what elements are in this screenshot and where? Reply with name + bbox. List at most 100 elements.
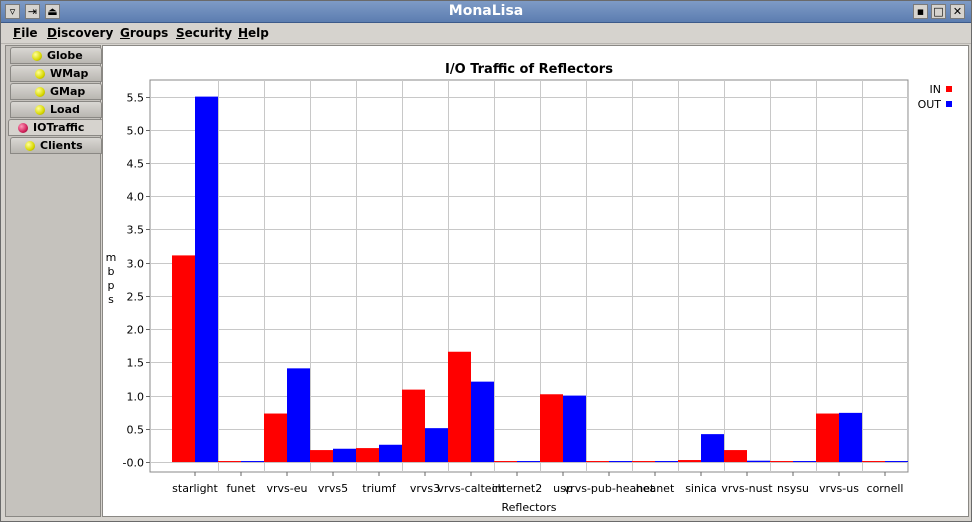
- y-tick-label: 1.0: [127, 391, 145, 404]
- status-icon: [25, 141, 35, 151]
- x-tick-label: vrvs3: [410, 482, 440, 495]
- menu-security[interactable]: Security: [176, 26, 232, 40]
- y-tick-label: -0.0: [123, 457, 144, 470]
- title-bar[interactable]: ▿ ⇥ ⏏ MonaLisa ▪ □ ✕: [1, 1, 971, 23]
- bar-out: [747, 460, 770, 463]
- menu-label: ile: [21, 26, 38, 40]
- status-icon: [35, 69, 45, 79]
- raise-icon[interactable]: ⏏: [45, 4, 60, 19]
- menu-mnemonic: F: [13, 26, 22, 40]
- bar-out: [379, 444, 402, 463]
- bar-in: [770, 461, 793, 463]
- legend-label-out: OUT: [918, 98, 942, 111]
- x-tick-label: vrvs-caltech: [437, 482, 504, 495]
- menu-label: ecurity: [184, 26, 233, 40]
- menu-mnemonic: H: [238, 26, 249, 40]
- bar-in: [356, 448, 379, 463]
- x-axis-label: Reflectors: [502, 501, 557, 514]
- menu-help[interactable]: Help: [238, 26, 269, 40]
- window-menu-icon[interactable]: ▿: [5, 4, 20, 19]
- y-tick-label: 3.5: [127, 224, 145, 237]
- x-tick-label: nsysu: [777, 482, 809, 495]
- sidebar-tab-label: Load: [50, 103, 80, 116]
- shade-icon[interactable]: ⇥: [25, 4, 40, 19]
- x-tick-label: triumf: [362, 482, 397, 495]
- menu-mnemonic: S: [176, 26, 185, 40]
- bar-in: [586, 461, 609, 463]
- x-tick-label: vrvs-us: [819, 482, 859, 495]
- x-tick-label: internet2: [492, 482, 543, 495]
- x-tick-label: funet: [227, 482, 257, 495]
- y-tick-label: 1.5: [127, 357, 145, 370]
- sidebar-tab-label: Clients: [40, 139, 83, 152]
- bar-in: [494, 461, 517, 463]
- bar-in: [678, 460, 701, 463]
- x-tick-label: vrvs5: [318, 482, 348, 495]
- y-tick-label: 5.5: [127, 92, 145, 105]
- y-tick-label: 0.5: [127, 424, 145, 437]
- minimize-icon[interactable]: ▪: [913, 4, 928, 19]
- x-tick-label: vrvs-eu: [267, 482, 308, 495]
- y-tick-label: 5.0: [127, 125, 145, 138]
- x-tick-label: usp: [553, 482, 573, 495]
- sidebar-tab-wmap[interactable]: WMap: [10, 65, 102, 82]
- y-tick-label: 4.0: [127, 191, 145, 204]
- bar-out: [425, 428, 448, 463]
- bar-out: [609, 461, 632, 463]
- close-icon[interactable]: ✕: [950, 4, 965, 19]
- bar-out: [793, 461, 816, 463]
- sidebar-tab-globe[interactable]: Globe: [10, 47, 102, 64]
- bar-out: [333, 448, 356, 463]
- io-traffic-chart: -0.0 0.5 1.0 1.5 2.0 2.5 3.0 3.5 4.0 4.5 5.0 5.5 sta…: [106, 62, 952, 514]
- bar-in: [862, 461, 885, 463]
- bar-out: [701, 434, 724, 463]
- legend-label-in: IN: [930, 83, 941, 96]
- sidebar-tab-label: IOTraffic: [33, 121, 85, 134]
- menu-label: iscovery: [56, 26, 114, 40]
- menu-file[interactable]: File: [13, 26, 38, 40]
- io-traffic-chart-panel: -0.0 0.5 1.0 1.5 2.0 2.5 3.0 3.5 4.0 4.5 5.0 5.5 sta…: [102, 45, 969, 517]
- x-tick-label: vrvs-nust: [721, 482, 773, 495]
- bar-out: [655, 461, 678, 463]
- menu-label: roups: [129, 26, 169, 40]
- bar-in: [724, 450, 747, 463]
- bar-in: [310, 450, 333, 463]
- status-icon: [35, 105, 45, 115]
- bar-in: [264, 413, 287, 463]
- maximize-icon[interactable]: □: [931, 4, 946, 19]
- plot-area: [149, 79, 909, 473]
- window-title: MonaLisa: [448, 3, 524, 19]
- bar-in: [540, 394, 563, 463]
- x-tick-label: vrvs-pub-heanet: [564, 482, 655, 495]
- x-tick-label: sinica: [685, 482, 717, 495]
- bar-out: [471, 381, 494, 463]
- bar-in: [218, 461, 241, 463]
- y-tick-label: 2.0: [127, 324, 145, 337]
- sidebar-tab-clients[interactable]: Clients: [10, 137, 102, 154]
- bar-out: [195, 96, 218, 463]
- menu-mnemonic: G: [120, 26, 130, 40]
- view-sidebar: Globe WMap GMap Load IOTraffic Clients: [5, 45, 104, 517]
- active-status-icon: [18, 123, 28, 133]
- legend-swatch-out: [946, 101, 952, 107]
- bar-out: [885, 461, 908, 463]
- sidebar-tab-load[interactable]: Load: [10, 101, 102, 118]
- menu-discovery[interactable]: Discovery: [47, 26, 113, 40]
- sidebar-tab-iotraffic[interactable]: IOTraffic: [8, 119, 104, 136]
- menu-mnemonic: D: [47, 26, 57, 40]
- status-icon: [32, 51, 42, 61]
- y-tick-label: 3.0: [127, 258, 145, 271]
- menu-groups[interactable]: Groups: [120, 26, 168, 40]
- sidebar-tab-gmap[interactable]: GMap: [10, 83, 102, 100]
- sidebar-tab-label: GMap: [50, 85, 86, 98]
- legend-swatch-in: [946, 86, 952, 92]
- menu-bar: File Discovery Groups Security Help: [1, 23, 971, 44]
- bar-out: [563, 395, 586, 463]
- y-tick-label: 4.5: [127, 158, 145, 171]
- bar-in: [448, 351, 471, 463]
- bar-in: [816, 413, 839, 463]
- bar-out: [517, 461, 540, 463]
- bar-out: [839, 412, 862, 463]
- bar-in: [402, 389, 425, 463]
